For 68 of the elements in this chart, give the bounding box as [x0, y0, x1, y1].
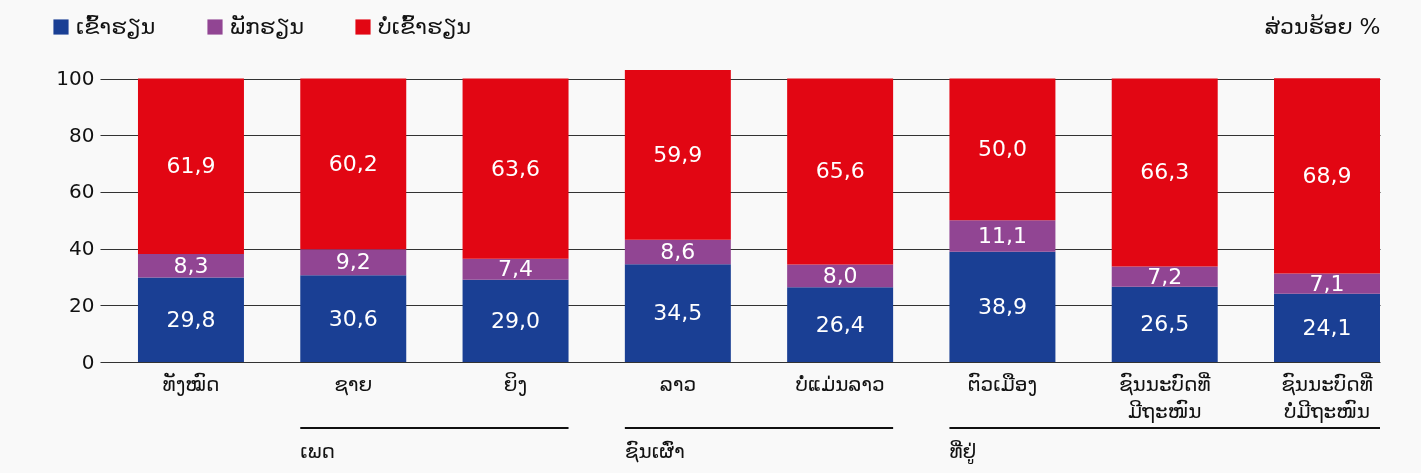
bar [1274, 78, 1380, 274]
bar [787, 264, 894, 288]
data-label: 8,3 [173, 252, 209, 278]
data-label: 50,0 [977, 136, 1027, 162]
data-label: 26,5 [1140, 311, 1190, 337]
y-tick-label: 80 [69, 122, 95, 147]
data-label: 38,9 [977, 293, 1027, 319]
x-tick-label: ລາວ [659, 371, 697, 396]
data-label: 7,1 [1309, 270, 1345, 296]
bar [949, 220, 1056, 252]
y-tick-label: 40 [69, 236, 95, 261]
x-tick-label: ທັງໝົດ [162, 371, 220, 396]
bar [462, 78, 569, 259]
x-tick-label: ຊົນນະບົດທີ່ ບໍ່ມີຖະໜົນ [1281, 371, 1373, 423]
data-label: 8,6 [660, 239, 696, 264]
data-label: 11,1 [977, 222, 1027, 248]
x-tick-label: ຊົນນະບົດທີ່ ມີຖະໜົນ [1118, 371, 1211, 423]
data-label: 29,8 [166, 306, 216, 332]
bar [1274, 273, 1380, 294]
y-tick-label: 100 [56, 66, 95, 90]
data-label: 24,1 [1302, 314, 1352, 340]
text: ເພດ [300, 439, 335, 463]
data-label: 59,9 [653, 141, 703, 167]
bar [300, 78, 407, 250]
data-label: 63,6 [491, 155, 541, 181]
bar [949, 78, 1056, 221]
data-label: 34,5 [653, 300, 703, 326]
x-tick-label: ຊາຍ [334, 371, 373, 396]
data-label: 7,4 [498, 256, 534, 282]
x-tick-label: ຕົວເມືອງ [967, 371, 1038, 396]
data-label: 61,9 [166, 153, 216, 179]
bar [137, 253, 244, 278]
bar [1274, 293, 1380, 362]
data-label: 8,0 [822, 262, 858, 288]
bar [949, 251, 1056, 362]
legend-label: ບໍ່ເຂົ້າຮຽນ [378, 14, 472, 39]
data-label: 65,6 [815, 158, 865, 184]
data-label: 29,0 [491, 307, 541, 333]
y-tick-label: 60 [69, 179, 95, 204]
bar [137, 78, 244, 254]
bar [300, 275, 407, 362]
text: ຊົນເຜົ່າ [624, 439, 685, 463]
bar [624, 70, 731, 240]
text: ທີ່ຢູ່ [949, 438, 977, 465]
bar [787, 287, 894, 362]
data-label: 26,4 [815, 311, 865, 337]
bar [1111, 286, 1218, 362]
bar [462, 279, 569, 362]
bar [1111, 78, 1218, 267]
bar [462, 258, 569, 280]
bar [1111, 266, 1218, 287]
bar [300, 249, 407, 276]
legend-label: ພັກຮຽນ [230, 14, 304, 39]
x-tick-label: ຍິງ [503, 371, 528, 396]
data-label: 66,3 [1140, 159, 1190, 185]
x-tick-label: ບໍ່ແມ່ນລາວ [795, 371, 885, 396]
bar [787, 78, 894, 265]
data-label: 60,2 [328, 150, 378, 176]
legend-label: ເຂົ້າຮຽນ [76, 14, 156, 39]
bar [624, 264, 731, 362]
data-label: 7,2 [1147, 263, 1183, 289]
y-axis-title: ສ່ວນຮ້ອຍ % [1264, 13, 1381, 39]
data-label: 68,9 [1302, 162, 1352, 188]
data-label: 9,2 [335, 249, 371, 275]
y-tick-label: 0 [81, 349, 95, 374]
bar [137, 277, 244, 362]
y-tick-label: 20 [69, 292, 95, 317]
data-label: 30,6 [328, 305, 378, 331]
